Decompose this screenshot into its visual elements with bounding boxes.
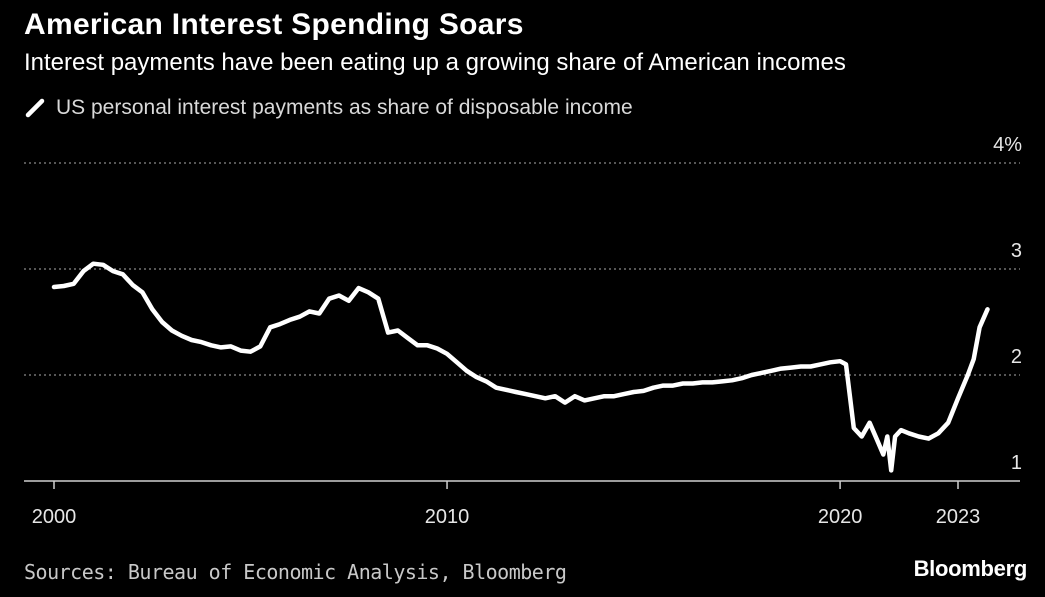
x-tick-label: 2020 [818, 506, 863, 528]
x-tick-label: 2000 [32, 506, 77, 528]
chart-title: American Interest Spending Soars [24, 8, 524, 41]
series-layer [51, 261, 990, 473]
x-axis: 2000 2010 2020 2023 [24, 480, 1020, 528]
x-tick-label: 2010 [425, 506, 470, 528]
grid-layer: 1 2 3 4% [24, 134, 1022, 474]
y-tick-label: 3 [1011, 240, 1022, 262]
x-tick-label: 2023 [936, 506, 981, 528]
legend: US personal interest payments as share o… [24, 96, 633, 120]
legend-label: US personal interest payments as share o… [56, 96, 633, 119]
source-note: Sources: Bureau of Economic Analysis, Bl… [24, 560, 567, 584]
chart-subtitle: Interest payments have been eating up a … [24, 49, 846, 76]
y-tick-label: 4% [993, 134, 1022, 156]
bloomberg-logo: Bloomberg [913, 556, 1028, 581]
series-line [51, 261, 990, 473]
diagonal-line-icon [25, 98, 45, 118]
y-tick-label: 1 [1011, 452, 1022, 474]
y-tick-label: 2 [1011, 346, 1022, 368]
